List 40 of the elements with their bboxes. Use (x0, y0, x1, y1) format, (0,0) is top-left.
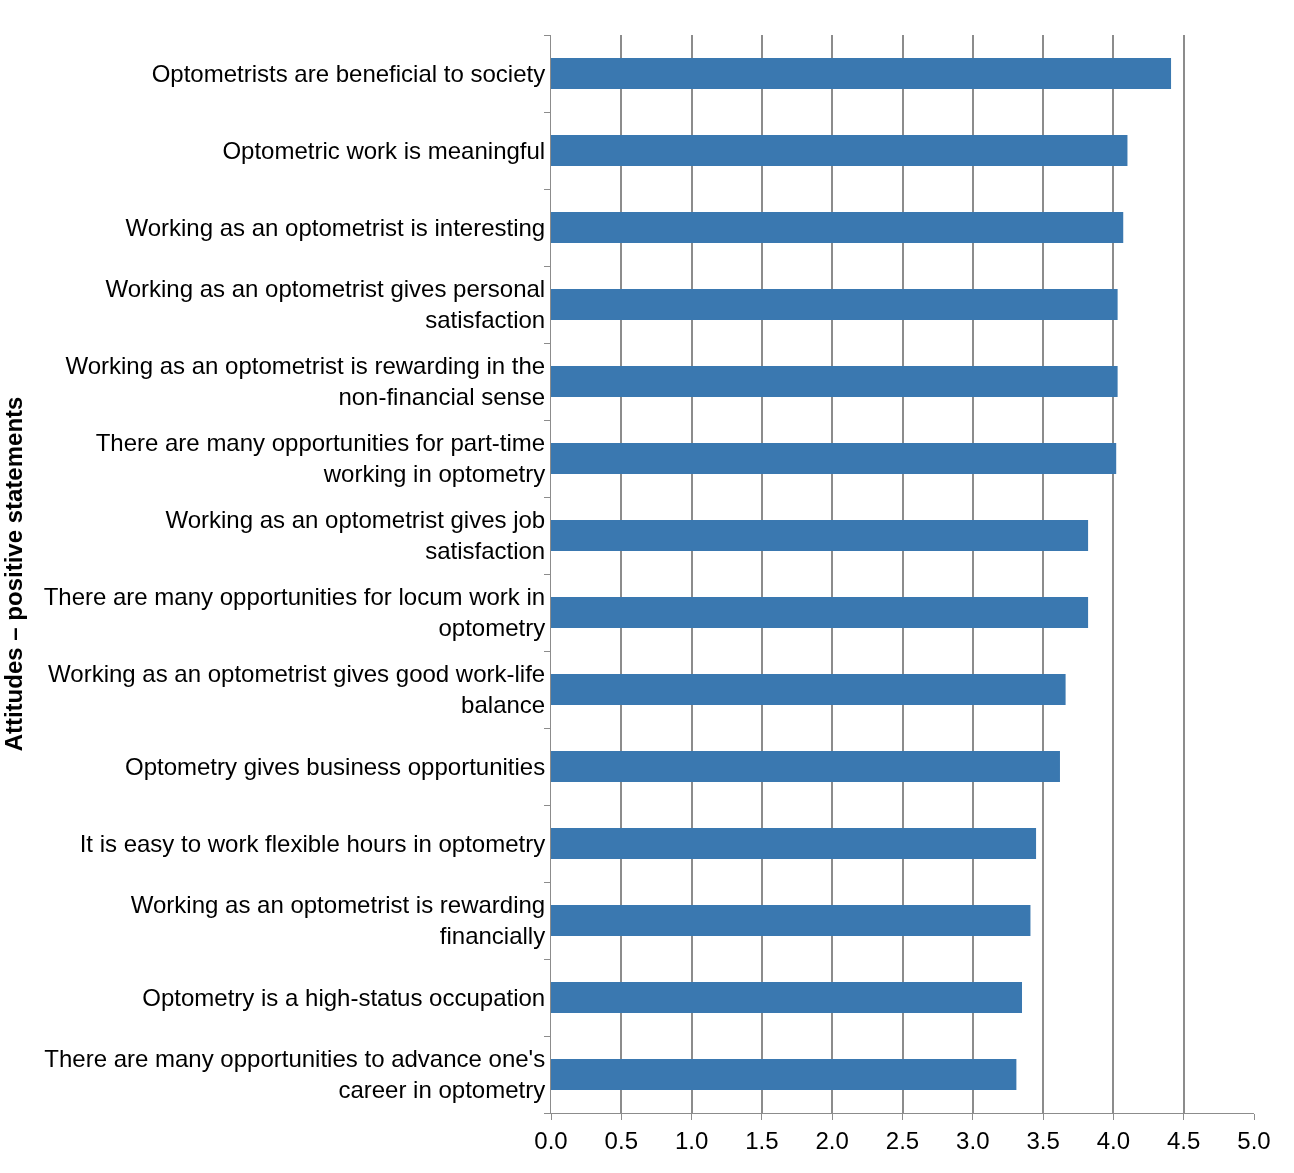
y-tick-label: Working as an optometrist gives job satisfaction (165, 506, 546, 565)
x-tick-label: 1.5 (745, 1126, 779, 1154)
bar (551, 751, 1060, 782)
bar (551, 828, 1037, 859)
y-tick-label: Working as an optometrist gives good work-life balance (48, 660, 546, 719)
bar (551, 58, 1172, 89)
y-tick-label: Working as an optometrist gives personal satisfaction (105, 275, 546, 334)
y-tick-label: Optometry gives business opportunities (124, 752, 546, 780)
bar (551, 905, 1031, 936)
y-tick-label: There are many opportunities to advance one's career in optometry (44, 1045, 546, 1104)
x-tick-label: 3.5 (1026, 1126, 1060, 1154)
bar (551, 1059, 1017, 1090)
y-tick-label: It is easy to work flexible hours in optometry (79, 829, 546, 857)
x-tick-label: 5.0 (1237, 1126, 1271, 1154)
bar (551, 443, 1117, 474)
y-tick-label: There are many opportunities for locum work in optometry (43, 583, 546, 642)
x-tick-label: 0.5 (604, 1126, 638, 1154)
y-axis-title: Attitudes – positive statements (0, 396, 27, 752)
x-tick-label: 0.0 (534, 1126, 568, 1154)
x-tick-label: 2.5 (885, 1126, 920, 1154)
x-tick-label: 2.0 (815, 1126, 849, 1154)
bar (551, 212, 1124, 243)
bar (551, 520, 1089, 551)
bar (551, 366, 1118, 397)
y-tick-label: Working as an optometrist is rewarding in the non-financial sense (65, 352, 546, 411)
bar (551, 597, 1089, 628)
x-tick-label: 4.5 (1167, 1126, 1201, 1154)
x-tick-label: 4.0 (1096, 1126, 1131, 1154)
y-tick-label: Optometrists are beneficial to society (151, 59, 546, 87)
bar (551, 135, 1128, 166)
y-tick-label: Working as an optometrist is rewarding financially (130, 891, 546, 950)
x-tick-label: 1.0 (674, 1126, 709, 1154)
x-tick-label: 3.0 (956, 1126, 990, 1154)
y-tick-label: Optometry is a high-status occupation (142, 983, 546, 1011)
y-tick-label: Working as an optometrist is interesting (125, 213, 546, 241)
bar (551, 674, 1066, 705)
y-tick-label: Optometric work is meaningful (222, 136, 546, 164)
y-tick-label: There are many opportunities for part-time working in optometry (95, 429, 546, 488)
bar (551, 982, 1023, 1013)
bar (551, 289, 1118, 320)
